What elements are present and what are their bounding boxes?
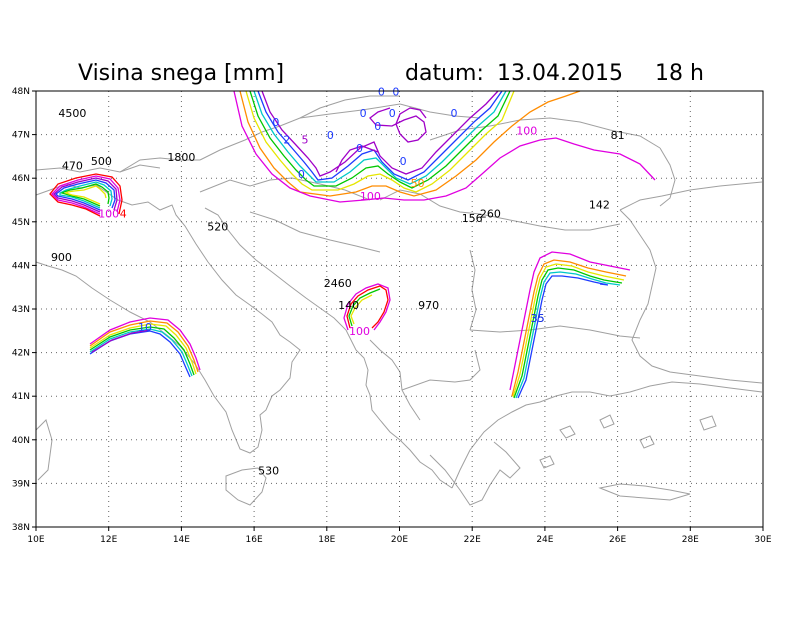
station-value-label: 140	[338, 299, 359, 312]
country-borders	[35, 95, 763, 506]
snow-contours	[49, 90, 656, 399]
station-value-label: 470	[62, 159, 83, 172]
border-montenegro-albania	[369, 339, 421, 421]
lon-tick-label: 16E	[246, 535, 263, 545]
lat-tick-label: 40N	[12, 436, 30, 446]
sicily-coast	[225, 467, 267, 506]
contour-value-label: 5	[301, 133, 308, 146]
border-switzerland	[35, 164, 161, 173]
border-slovakia	[299, 95, 400, 119]
latitude-ticks: 48N 47N 46N 45N 44N 43N 42N 41N 40N 39N 38N	[12, 87, 36, 533]
contour-value-label: 4	[120, 207, 127, 220]
border-serbia-romania	[379, 189, 621, 231]
contour-value-label: 100	[98, 207, 119, 220]
border-slovenia-croatia	[199, 177, 371, 201]
contour-value-label: 0	[374, 120, 381, 133]
black-sea-coast	[619, 209, 763, 384]
lon-tick-label: 14E	[173, 535, 190, 545]
lon-tick-label: 20E	[391, 535, 408, 545]
grid-lines	[36, 91, 763, 527]
contour-hungary	[233, 90, 656, 203]
contour-value-label: 0	[451, 107, 458, 120]
contour-value-label: 0	[356, 142, 363, 155]
greece-coast	[451, 381, 763, 489]
station-value-label: 81	[611, 129, 625, 142]
border-romania-north	[429, 117, 661, 149]
station-value-label: 260	[480, 207, 501, 220]
contour-value-label: 35	[531, 312, 545, 325]
station-value-label: 4500	[58, 107, 86, 120]
border-serbia-bulgaria	[469, 249, 477, 331]
lat-tick-label: 41N	[12, 392, 30, 402]
lon-tick-label: 22E	[464, 535, 481, 545]
border-ukraine	[399, 103, 481, 119]
lon-tick-label: 18E	[318, 535, 335, 545]
border-bulgaria-greece	[469, 325, 641, 339]
contour-value-label: 50	[411, 177, 425, 190]
station-value-label: 970	[418, 299, 439, 312]
contour-value-label: 100	[349, 325, 370, 338]
peloponnese-coast	[429, 441, 521, 506]
lon-tick-label: 28E	[682, 535, 699, 545]
station-value-label: 900	[51, 251, 72, 264]
border-moldova	[659, 147, 676, 207]
map-title: Visina snega [mm] datum: 13.04.2015 18 h	[78, 61, 704, 86]
lat-tick-label: 43N	[12, 305, 30, 315]
datum-hour: 18 h	[655, 61, 704, 86]
contour-bulgaria	[509, 251, 631, 399]
border-north-macedonia	[401, 349, 481, 391]
aegean-islands	[539, 414, 717, 469]
contour-value-label: 0	[298, 168, 305, 181]
contour-value-label: 0	[400, 155, 407, 168]
border-croatia-bosnia	[249, 211, 381, 253]
lat-tick-label: 48N	[12, 87, 30, 97]
station-value-label: 1800	[167, 151, 195, 164]
station-value-label: 530	[258, 465, 279, 478]
adriatic-east-coast	[204, 207, 453, 489]
contour-value-label: 100	[360, 190, 381, 203]
contour-value-label: 0	[272, 116, 279, 129]
contour-value-label: 0	[360, 107, 367, 120]
datum-date: 13.04.2015	[497, 61, 623, 86]
border-austria-italy	[119, 157, 200, 173]
title-text: Visina snega [mm]	[78, 61, 284, 86]
crete	[598, 483, 691, 501]
contour-montenegro	[343, 283, 391, 331]
contour-apennines	[89, 317, 201, 378]
contour-value-label: 10	[138, 321, 152, 334]
lon-tick-label: 24E	[536, 535, 553, 545]
lat-tick-label: 39N	[12, 479, 30, 489]
lon-tick-label: 10E	[27, 535, 44, 545]
contour-value-label: 0	[389, 107, 396, 120]
lat-tick-label: 38N	[12, 523, 30, 533]
contour-value-label: 0	[327, 129, 334, 142]
lat-tick-label: 47N	[12, 131, 30, 141]
lat-tick-label: 45N	[12, 218, 30, 228]
station-value-label: 156	[462, 212, 483, 225]
contour-value-label: 0	[378, 85, 385, 98]
lon-tick-label: 30E	[754, 535, 771, 545]
lat-tick-label: 44N	[12, 261, 30, 271]
contour-value-label: 0	[392, 85, 399, 98]
station-value-label: 2460	[324, 277, 352, 290]
longitude-ticks: 10E 12E 14E 16E 18E 20E 22E 24E 26E 28E 30E	[27, 527, 772, 545]
datum-label: datum:	[405, 61, 484, 86]
contour-value-label: 100	[516, 125, 537, 138]
lon-tick-label: 26E	[609, 535, 626, 545]
contour-value-label: 2	[283, 133, 290, 146]
station-value-label: 520	[207, 221, 228, 234]
station-value-label: 35	[531, 312, 545, 325]
station-value-label: 500	[91, 155, 112, 168]
lat-tick-label: 42N	[12, 349, 30, 359]
contour-alps-west	[49, 173, 123, 217]
black-sea-north	[619, 181, 763, 211]
lat-tick-label: 46N	[12, 174, 30, 184]
lon-tick-label: 12E	[100, 535, 117, 545]
station-value-label: 142	[589, 199, 610, 212]
